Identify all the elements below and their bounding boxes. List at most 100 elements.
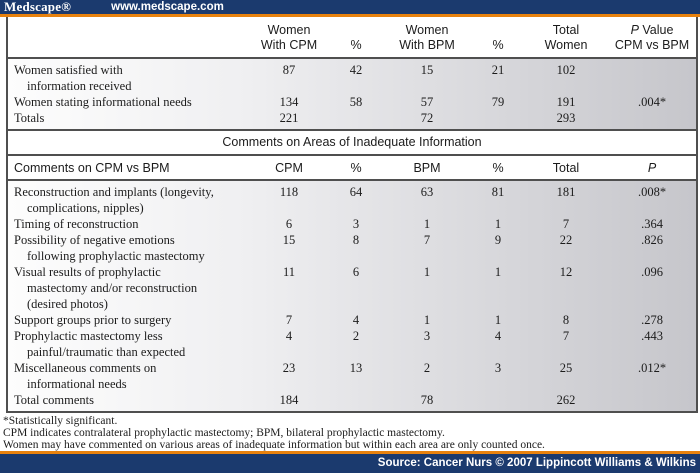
table-frame: Women With CPM % Women With BPM % Total … [6, 17, 698, 413]
p-italic: P [630, 23, 639, 37]
table-row: Possibility of negative emotions followi… [8, 232, 696, 264]
table-row: Reconstruction and implants (longevity, … [8, 184, 696, 216]
cell: 87 [282, 63, 296, 77]
cell: 9 [494, 233, 502, 247]
medscape-url-text: www.medscape.com [111, 1, 224, 13]
cell: 1 [423, 217, 431, 231]
cell: 102 [556, 63, 576, 77]
cell: 3 [494, 361, 502, 375]
source-credit: Source: Cancer Nurs © 2007 Lippincott Wi… [377, 457, 696, 469]
table-row: Total comments 184 78 262 [8, 392, 696, 408]
cell: 7 [562, 329, 570, 343]
col-header-pct-cpm: % [350, 38, 362, 52]
row-label: Prophylactic mastectomy less painful/tra… [14, 329, 186, 359]
cell: .826 [641, 233, 663, 247]
cell: .096 [641, 265, 663, 279]
orange-divider-top [0, 14, 700, 17]
cell: 134 [279, 95, 299, 109]
cell: 293 [556, 111, 576, 125]
p-italic: P [647, 161, 657, 175]
medscape-logo: Medscape® [4, 0, 72, 14]
table-row: Women satisfied with information receive… [8, 62, 696, 94]
row-label: Support groups prior to surgery [14, 313, 172, 327]
cell: 3 [423, 329, 431, 343]
cell: 57 [420, 95, 434, 109]
cell: 23 [282, 361, 296, 375]
col-header-women-with-cpm: Women With CPM [260, 23, 318, 52]
cell: 118 [279, 185, 299, 199]
cell: 184 [279, 393, 299, 407]
col-header-pct-bpm: % [492, 161, 504, 175]
footnotes: *Statistically significant. CPM indicate… [0, 413, 700, 451]
cell: 6 [352, 265, 360, 279]
table-row: Miscellaneous comments on informational … [8, 360, 696, 392]
table-row: Timing of reconstruction 6 3 1 1 7 .364 [8, 216, 696, 232]
cell: 4 [352, 313, 360, 327]
cell: .004* [637, 95, 667, 109]
table-row: Women stating informational needs 134 58… [8, 94, 696, 110]
cell: .443 [641, 329, 663, 343]
cell: 1 [494, 217, 502, 231]
cell: 21 [491, 63, 505, 77]
table-row: Totals 221 72 293 [8, 110, 696, 126]
col-header-women-with-bpm: Women With BPM [399, 23, 455, 52]
table-row: Support groups prior to surgery 7 4 1 1 … [8, 312, 696, 328]
cell: 64 [349, 185, 363, 199]
cell: .278 [641, 313, 663, 327]
cell: 7 [423, 233, 431, 247]
row-label: Totals [14, 111, 45, 125]
cell: 7 [562, 217, 570, 231]
cell: 8 [352, 233, 360, 247]
top-banner: Medscape® www.medscape.com [0, 0, 700, 14]
bottom-banner: Source: Cancer Nurs © 2007 Lippincott Wi… [0, 454, 700, 473]
cell: 1 [423, 265, 431, 279]
table1-body: Women satisfied with information receive… [8, 59, 696, 129]
col-header-p: P [608, 160, 696, 176]
row-label: Timing of reconstruction [14, 217, 139, 231]
cell: 12 [559, 265, 573, 279]
col-header-total-women: Total Women [544, 23, 588, 52]
col-header-total: Total [552, 161, 580, 175]
cell: 15 [282, 233, 296, 247]
col-header-comments: Comments on CPM vs BPM [14, 161, 170, 175]
divider [8, 129, 696, 131]
cell: 78 [420, 393, 434, 407]
section-title: Comments on Areas of Inadequate Informat… [8, 131, 696, 154]
cell: 221 [279, 111, 299, 125]
footnote: *Statistically significant. [3, 415, 118, 427]
cell: 4 [285, 329, 293, 343]
col-header-pct-bpm: % [492, 38, 504, 52]
divider [8, 411, 696, 413]
row-label: Women stating informational needs [14, 95, 192, 109]
p-value-rest: Value [638, 23, 674, 37]
cell: .364 [641, 217, 663, 231]
table-row: Prophylactic mastectomy less painful/tra… [8, 328, 696, 360]
table2-body: Reconstruction and implants (longevity, … [8, 181, 696, 411]
footnote: Women may have commented on various area… [3, 439, 545, 451]
col-header-bpm: BPM [413, 161, 441, 175]
cell: 79 [491, 95, 505, 109]
cell: 4 [494, 329, 502, 343]
cell: 1 [494, 313, 502, 327]
cell: 11 [282, 265, 296, 279]
row-label: Miscellaneous comments on informational … [14, 361, 157, 391]
row-label: Women satisfied with information receive… [14, 63, 132, 93]
col-header-pct-cpm: % [350, 161, 362, 175]
cell: 13 [349, 361, 363, 375]
cell: 72 [420, 111, 434, 125]
cell: 42 [349, 63, 363, 77]
cell: .008* [637, 185, 667, 199]
row-label: Visual results of prophylactic mastectom… [14, 265, 198, 311]
divider [8, 179, 696, 181]
cell: 6 [285, 217, 293, 231]
cell: 63 [420, 185, 434, 199]
col-header-cpm: CPM [275, 161, 303, 175]
cell: 2 [352, 329, 360, 343]
divider [8, 57, 696, 59]
cell: 3 [352, 217, 360, 231]
cell: 8 [562, 313, 570, 327]
cell: 181 [556, 185, 576, 199]
cell: 262 [556, 393, 576, 407]
footnote: CPM indicates contralateral prophylactic… [3, 427, 445, 439]
